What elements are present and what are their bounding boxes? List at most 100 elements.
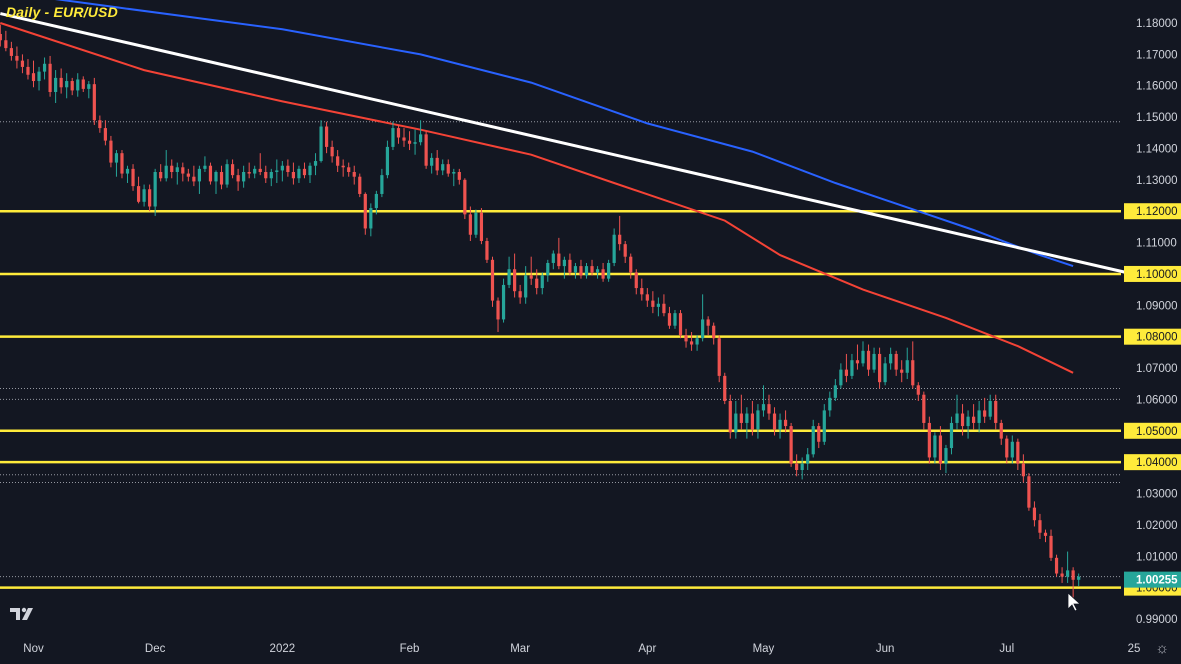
candle-body <box>518 291 522 298</box>
candle-body <box>651 300 655 307</box>
candle <box>324 121 329 154</box>
candle-body <box>186 173 190 177</box>
candle <box>203 156 207 172</box>
candle <box>811 419 815 458</box>
candle <box>358 173 362 198</box>
candle-body <box>109 140 113 163</box>
candle <box>197 165 201 194</box>
candle-body <box>667 313 672 326</box>
candle-body <box>324 126 329 147</box>
candle-body <box>1071 570 1075 580</box>
candle-body <box>70 81 74 91</box>
candle <box>374 190 378 215</box>
candle <box>253 165 257 179</box>
candle <box>1060 567 1064 583</box>
candle-body <box>850 360 854 376</box>
candle <box>828 391 832 417</box>
candle-body <box>557 253 561 267</box>
candle <box>507 256 511 289</box>
candle <box>844 353 849 383</box>
candle <box>894 350 898 376</box>
candle <box>219 165 224 190</box>
candle <box>1054 554 1059 577</box>
candle <box>855 344 860 370</box>
candle <box>623 241 627 263</box>
candle-body <box>125 168 130 174</box>
candle <box>1010 435 1014 464</box>
candle <box>413 129 417 155</box>
candle <box>579 259 583 279</box>
candle <box>291 162 296 185</box>
candle <box>889 347 893 370</box>
candle <box>761 385 766 417</box>
candle <box>584 262 589 279</box>
candle <box>1032 501 1037 527</box>
last-price-label: 1.00255 <box>1136 575 1178 587</box>
candle-body <box>81 79 85 89</box>
x-tick-label: Nov <box>23 643 44 655</box>
candle <box>999 419 1003 445</box>
candle <box>839 363 843 389</box>
candle <box>1016 438 1020 470</box>
candle-body <box>142 189 146 202</box>
candle-body <box>114 153 119 163</box>
candle-body <box>562 259 566 267</box>
level-price-label: 1.10000 <box>1136 269 1178 281</box>
candle-body <box>1021 463 1025 477</box>
candle-body <box>42 63 47 72</box>
candle-body <box>1010 441 1014 458</box>
candle-body <box>551 253 555 263</box>
trendline <box>0 12 1129 275</box>
x-tick-label: 25 <box>1128 643 1141 655</box>
candle-body <box>214 172 218 182</box>
candle-body <box>0 33 2 41</box>
candle <box>822 404 826 445</box>
candle-body <box>767 404 771 414</box>
candle <box>435 150 439 176</box>
candle <box>396 124 401 144</box>
candle <box>866 344 871 376</box>
candle <box>900 360 904 383</box>
x-tick-label: Feb <box>400 643 420 655</box>
y-tick-label: 1.01000 <box>1136 551 1178 563</box>
candle <box>441 159 445 176</box>
gear-icon[interactable]: ☼ <box>1155 640 1169 657</box>
candle <box>612 228 616 267</box>
candle <box>490 256 495 307</box>
x-tick-label: Jul <box>999 643 1014 655</box>
candle <box>1027 473 1031 511</box>
y-tick-label: 0.99000 <box>1136 614 1178 626</box>
x-tick-label: May <box>753 643 775 655</box>
candle <box>739 394 743 430</box>
candle <box>1021 454 1025 483</box>
candle <box>789 422 793 467</box>
candle-body <box>623 244 627 257</box>
candle <box>363 192 367 235</box>
candle <box>424 131 428 169</box>
candle <box>430 153 434 174</box>
candle-body <box>407 140 412 144</box>
candle <box>651 291 655 314</box>
candle-body <box>430 157 434 166</box>
candle <box>280 161 284 182</box>
candle <box>701 294 705 342</box>
candle-body <box>756 410 760 430</box>
candle-body <box>960 413 965 427</box>
candle <box>994 394 998 430</box>
candle <box>87 81 91 99</box>
candle <box>65 73 69 99</box>
candle <box>474 209 478 238</box>
candle-body <box>866 350 871 370</box>
candle-body <box>4 40 8 49</box>
candle-body <box>247 172 251 174</box>
candle <box>745 407 749 439</box>
candle-body <box>568 259 572 273</box>
candle-body <box>988 400 992 417</box>
candle <box>883 357 887 386</box>
candle <box>402 128 406 147</box>
y-tick-label: 1.09000 <box>1136 300 1178 312</box>
candle <box>225 159 229 188</box>
candle <box>695 335 699 351</box>
